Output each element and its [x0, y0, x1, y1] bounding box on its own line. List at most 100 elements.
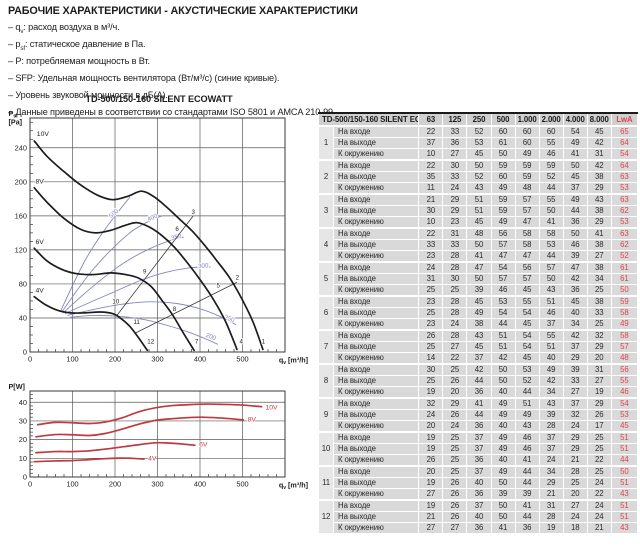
svg-text:80: 80	[19, 280, 27, 289]
freq-value-cell: 41	[466, 250, 492, 263]
freq-value-cell: 10	[418, 148, 444, 161]
table-row: 1 На входе 22 33 52 60 60 60 54 45 65	[317, 125, 639, 161]
freq-value-cell: 50	[490, 375, 516, 387]
freq-value-cell: 21	[418, 193, 444, 206]
col-header-freq: 125	[442, 112, 468, 127]
lwa-value-cell: 48	[610, 352, 639, 365]
col-header-freq: 63	[418, 112, 444, 127]
svg-text:20: 20	[19, 435, 27, 444]
freq-value-cell: 24	[562, 420, 588, 433]
freq-value-cell: 40	[562, 307, 588, 319]
col-header-freq: 250	[466, 112, 492, 127]
freq-value-cell: 26	[442, 409, 468, 421]
svg-text:40: 40	[19, 314, 27, 323]
freq-value-cell: 37	[538, 431, 564, 444]
freq-value-cell: 28	[442, 329, 468, 342]
curve-8V	[33, 186, 238, 351]
freq-value-cell: 52	[466, 125, 492, 138]
freq-value-cell: 46	[538, 148, 564, 161]
legend-item: – P: потребляемая мощность в Вт.	[8, 56, 150, 67]
legend-item: – SFP: Удельная мощность вентилятора (Вт…	[8, 73, 280, 84]
freq-value-cell: 49	[514, 409, 540, 421]
freq-value-cell: 21	[562, 454, 588, 467]
lwa-value-cell: 45	[610, 420, 639, 433]
row-label: На входе	[333, 295, 420, 308]
svg-text:0: 0	[23, 348, 27, 357]
freq-value-cell: 23	[418, 295, 444, 308]
freq-value-cell: 28	[538, 511, 564, 523]
freq-value-cell: 49	[490, 431, 516, 444]
freq-value-cell: 45	[514, 352, 540, 365]
table-row: На выходе 24 26 44 49 49 39 32 26 53	[319, 409, 639, 421]
freq-value-cell: 11	[418, 182, 444, 195]
freq-value-cell: 37	[562, 397, 588, 410]
row-label: На выходе	[333, 375, 420, 387]
freq-value-cell: 21	[538, 488, 564, 501]
svg-text:100: 100	[66, 355, 78, 364]
freq-value-cell: 49	[490, 182, 516, 195]
freq-value-cell: 23	[442, 216, 468, 229]
freq-value-cell: 57	[490, 239, 516, 251]
operating-point-label: 8	[173, 306, 177, 313]
freq-value-cell: 24	[586, 477, 612, 489]
freq-value-cell: 28	[442, 250, 468, 263]
curve-label: 8V	[36, 179, 45, 186]
freq-value-cell: 25	[418, 284, 444, 297]
row-label: На входе	[333, 329, 420, 342]
freq-value-cell: 45	[514, 284, 540, 297]
freq-value-cell: 53	[514, 363, 540, 376]
freq-value-cell: 40	[490, 420, 516, 433]
table-row: На выходе 33 33 50 57 58 53 46 38 62	[319, 239, 639, 251]
row-group-number: 3	[317, 193, 335, 229]
freq-value-cell: 58	[514, 227, 540, 240]
freq-value-cell: 54	[514, 341, 540, 353]
freq-value-cell: 50	[490, 363, 516, 376]
freq-value-cell: 24	[538, 454, 564, 467]
freq-value-cell: 52	[538, 171, 564, 183]
freq-value-cell: 49	[490, 409, 516, 421]
freq-value-cell: 60	[514, 125, 540, 138]
freq-value-cell: 60	[538, 125, 564, 138]
freq-value-cell: 39	[466, 284, 492, 297]
freq-value-cell: 32	[562, 409, 588, 421]
lwa-value-cell: 51	[610, 477, 639, 489]
curve-6V	[33, 247, 195, 352]
curve-10V	[36, 403, 263, 426]
table-row: На выходе 25 26 44 50 52 42 33 27 55	[319, 375, 639, 387]
freq-value-cell: 50	[562, 159, 588, 172]
freq-value-cell: 47	[562, 261, 588, 274]
table-row: 10 На входе 19 25 37 49 46 37 29 25 51	[317, 431, 639, 467]
freq-value-cell: 31	[418, 273, 444, 285]
col-header-freq: 2.000	[538, 112, 564, 127]
row-label: На входе	[333, 159, 420, 172]
table-row: На выходе 19 25 37 49 46 37 29 25 51	[319, 443, 639, 455]
row-label: К окружению	[333, 420, 420, 433]
freq-value-cell: 37	[538, 443, 564, 455]
table-row: К окружению 20 24 36 40 43 28 24 17 45	[319, 420, 639, 433]
freq-value-cell: 27	[418, 488, 444, 501]
row-label: На входе	[333, 363, 420, 376]
col-header-freq: 500	[490, 112, 516, 127]
freq-value-cell: 26	[442, 511, 468, 523]
freq-value-cell: 39	[562, 363, 588, 376]
freq-value-cell: 24	[442, 318, 468, 331]
freq-value-cell: 34	[538, 465, 564, 478]
freq-value-cell: 19	[418, 499, 444, 512]
lwa-value-cell: 51	[610, 431, 639, 444]
freq-value-cell: 29	[442, 397, 468, 410]
freq-value-cell: 50	[562, 227, 588, 240]
row-label: К окружению	[333, 216, 420, 229]
freq-value-cell: 38	[586, 205, 612, 217]
lwa-value-cell: 53	[610, 409, 639, 421]
freq-value-cell: 54	[490, 261, 516, 274]
freq-value-cell: 57	[514, 273, 540, 285]
sfp-label: 500	[108, 207, 121, 219]
svg-text:100: 100	[66, 480, 78, 489]
legend-list: – qv: расход воздуха в м³/ч. – psf: стат…	[8, 21, 336, 123]
freq-value-cell: 38	[586, 239, 612, 251]
freq-value-cell: 22	[418, 227, 444, 240]
freq-value-cell: 27	[442, 148, 468, 161]
freq-value-cell: 50	[490, 511, 516, 523]
freq-value-cell: 33	[586, 307, 612, 319]
sfp-curves: 500400350300250200	[60, 196, 237, 345]
